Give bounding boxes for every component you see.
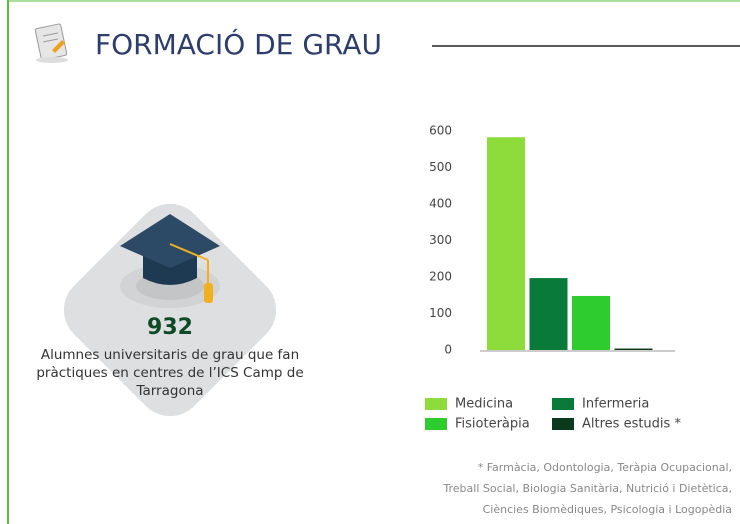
legend-swatch <box>552 418 574 430</box>
stat-value: 932 <box>147 315 193 340</box>
legend-swatch <box>425 418 447 430</box>
stat-description: Alumnes universitaris de grau que fan prà… <box>36 347 303 399</box>
graduation-cap-icon <box>120 214 220 308</box>
description-line: pràctiques en centres de l’ICS Camp de <box>36 365 303 381</box>
legend-swatch <box>425 398 447 410</box>
footnote-line: Ciències Biomèdiques, Psicologia i Logop… <box>483 503 732 516</box>
y-tick-label: 200 <box>429 270 452 284</box>
y-tick-label: 600 <box>429 124 452 138</box>
footnote-line: * Farmàcia, Odontologia, Teràpia Ocupaci… <box>478 461 732 474</box>
bar <box>614 348 653 350</box>
legend-label: Fisioteràpia <box>455 417 530 432</box>
legend-label: Infermeria <box>582 397 649 412</box>
y-tick-label: 400 <box>429 197 452 211</box>
legend-label: Medicina <box>455 397 513 412</box>
page-title: FORMACIÓ DE GRAU <box>95 27 382 61</box>
bar <box>572 295 610 350</box>
y-tick-label: 0 <box>444 343 452 357</box>
y-tick-label: 300 <box>429 233 452 247</box>
title-icon <box>34 23 68 63</box>
y-tick-label: 100 <box>429 306 452 320</box>
footnote: * Farmàcia, Odontologia, Teràpia Ocupaci… <box>442 461 732 516</box>
bar-chart: 0 100 200 300 400 500 600 Medicina Infermeria Fis… <box>425 124 681 432</box>
legend-label: Altres estudis * <box>582 417 681 432</box>
description-line: Alumnes universitaris de grau que fan <box>41 347 299 363</box>
footnote-line: Treball Social, Biologia Sanitària, Nutr… <box>442 482 732 495</box>
legend-swatch <box>552 398 574 410</box>
bar <box>487 137 525 350</box>
stat-diamond <box>63 203 277 417</box>
bar <box>529 278 568 350</box>
y-tick-label: 500 <box>429 160 452 174</box>
description-line: Tarragona <box>135 383 203 399</box>
